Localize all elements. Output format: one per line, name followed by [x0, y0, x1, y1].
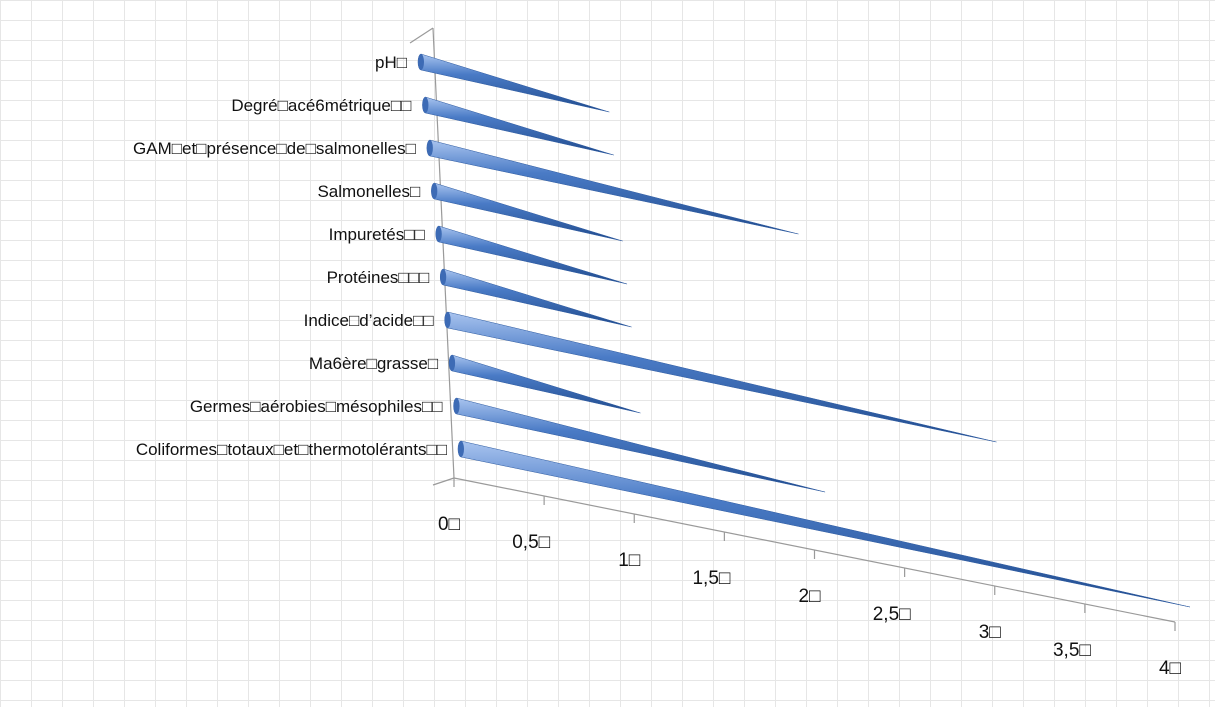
- category-label: Coliformes□totaux□et□thermotolérants□□: [136, 440, 447, 459]
- x-tick-label: 3□: [979, 622, 1002, 643]
- cone-base: [453, 398, 460, 414]
- cone-base: [435, 226, 442, 242]
- cone-base: [440, 269, 447, 285]
- cone-base: [422, 97, 429, 113]
- cone-base: [431, 183, 438, 199]
- x-tick-labels: 0□ 0,5□ 1□ 1,5□ 2□ 2,5□ 3□ 3,5□ 4□: [438, 514, 1182, 679]
- category-label: Salmonelles□: [317, 182, 420, 201]
- cone-base: [426, 140, 433, 156]
- category-label: Ma6ère□grasse□: [309, 354, 438, 373]
- cone-base: [458, 441, 464, 457]
- cone-base: [449, 355, 456, 371]
- cone-bar: [453, 397, 826, 493]
- x-tick-label: 2,5□: [873, 604, 911, 625]
- cone-base: [418, 54, 424, 70]
- x-tick-label: 4□: [1159, 658, 1182, 679]
- category-label: Protéines□□□: [327, 268, 430, 287]
- cone-bar: [457, 440, 1191, 608]
- x-tick-label: 3,5□: [1053, 640, 1091, 661]
- category-label: Germes□aérobies□mésophiles□□: [190, 397, 443, 416]
- x-axis-ticks: [453, 478, 1176, 631]
- x-tick-label: 0□: [438, 514, 461, 535]
- depth-axis-floor: [432, 477, 455, 486]
- cones: [417, 53, 1191, 608]
- x-tick-label: 2□: [798, 586, 821, 607]
- cone-base: [444, 312, 451, 328]
- category-labels: pH□ Degré□acé6métrique□□ GAM□et□présence□d…: [133, 53, 447, 459]
- x-tick-label: 0,5□: [512, 532, 550, 553]
- category-label: Degré□acé6métrique□□: [231, 96, 411, 115]
- depth-axis-line: [409, 27, 434, 44]
- category-label: GAM□et□présence□de□salmonelles□: [133, 139, 416, 158]
- cone-bar: [426, 139, 799, 235]
- category-label: pH□: [375, 53, 407, 72]
- category-label: Indice□d’acide□□: [304, 311, 434, 330]
- category-label: Impuretés□□: [329, 225, 425, 244]
- x-tick-label: 1,5□: [692, 568, 730, 589]
- x-tick-label: 1□: [618, 550, 641, 571]
